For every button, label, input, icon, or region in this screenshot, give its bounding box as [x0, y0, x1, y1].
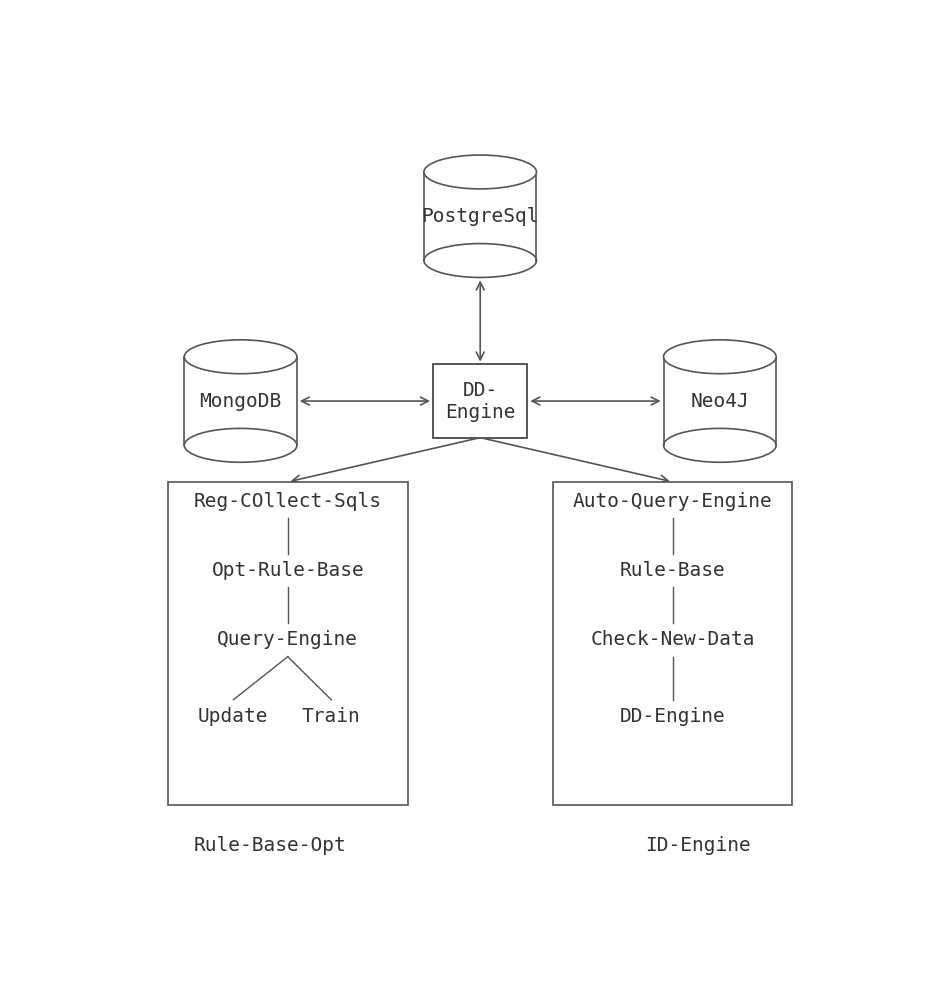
- Text: Reg-COllect-Sqls: Reg-COllect-Sqls: [194, 492, 381, 511]
- FancyBboxPatch shape: [432, 364, 527, 438]
- Ellipse shape: [423, 244, 536, 277]
- Text: DD-
Engine: DD- Engine: [445, 381, 515, 422]
- Text: PostgreSql: PostgreSql: [421, 207, 538, 226]
- Polygon shape: [184, 357, 297, 445]
- Ellipse shape: [184, 428, 297, 462]
- FancyBboxPatch shape: [168, 482, 407, 805]
- Ellipse shape: [663, 340, 775, 374]
- Text: Update: Update: [197, 707, 269, 726]
- Text: Check-New-Data: Check-New-Data: [590, 630, 754, 649]
- Text: Train: Train: [301, 707, 360, 726]
- Ellipse shape: [184, 340, 297, 374]
- Text: DD-Engine: DD-Engine: [619, 707, 724, 726]
- Ellipse shape: [663, 428, 775, 462]
- Text: Auto-Query-Engine: Auto-Query-Engine: [572, 492, 771, 511]
- Polygon shape: [423, 172, 536, 261]
- Text: Rule-Base: Rule-Base: [619, 561, 724, 580]
- Polygon shape: [663, 357, 775, 445]
- Text: Opt-Rule-Base: Opt-Rule-Base: [212, 561, 364, 580]
- Text: Rule-Base-Opt: Rule-Base-Opt: [193, 836, 345, 855]
- Text: MongoDB: MongoDB: [199, 392, 282, 411]
- Text: Query-Engine: Query-Engine: [217, 630, 358, 649]
- Ellipse shape: [423, 155, 536, 189]
- Text: Neo4J: Neo4J: [690, 392, 749, 411]
- Text: ID-Engine: ID-Engine: [645, 836, 750, 855]
- FancyBboxPatch shape: [552, 482, 792, 805]
